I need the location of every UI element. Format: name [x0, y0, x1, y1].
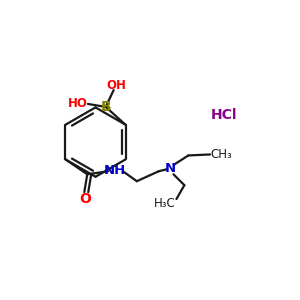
Text: HCl: HCl: [211, 108, 238, 122]
Text: OH: OH: [107, 79, 127, 92]
Text: CH₃: CH₃: [210, 148, 232, 161]
Text: H₃C: H₃C: [154, 196, 175, 209]
Text: O: O: [80, 192, 91, 206]
Text: NH: NH: [104, 164, 126, 177]
Text: B: B: [100, 100, 111, 114]
Text: HO: HO: [68, 98, 88, 110]
Text: N: N: [165, 162, 176, 175]
